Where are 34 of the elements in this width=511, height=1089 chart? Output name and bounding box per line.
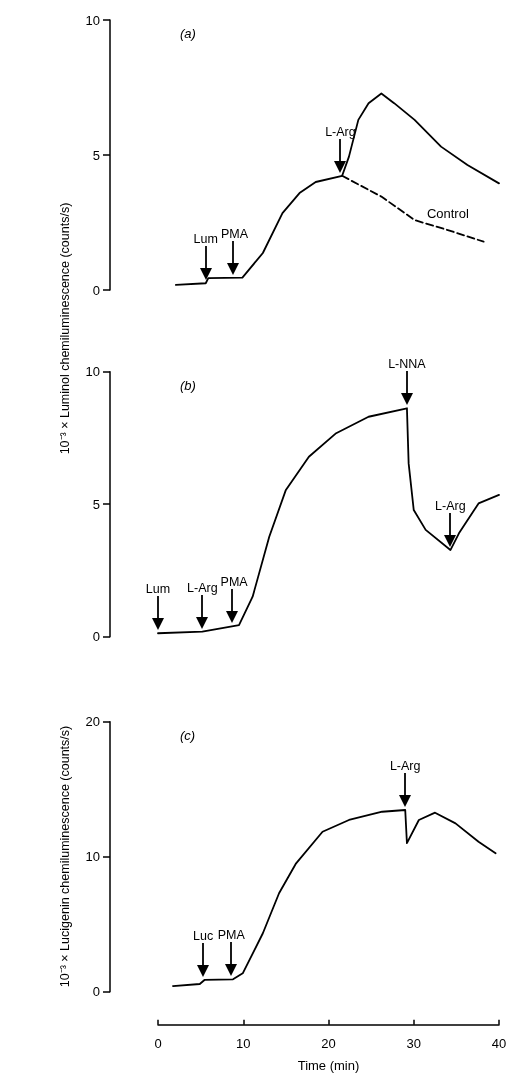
y-tick-label: 0 (92, 282, 100, 298)
series-label: Control (426, 206, 469, 222)
text: (c) (180, 727, 196, 743)
annotation: Lum (193, 232, 218, 247)
text: (a) (180, 26, 196, 41)
y-axis-title: 10⁻³ × Lucigenin chemiluminescence (counts/s) (56, 725, 72, 990)
y-axis-title: 10⁻³ × Luminol chemiluminescence (counts/s) (56, 201, 72, 457)
annotation: L-Arg (435, 499, 466, 514)
line-series (175, 92, 500, 286)
x-tick-label: 40 (491, 1035, 507, 1051)
x-tick-label: 10 (236, 1035, 251, 1051)
y-tick-label: 0 (92, 984, 100, 1000)
y-tick-label: 20 (85, 714, 100, 730)
line-series (341, 174, 485, 243)
annotation: Luc (193, 928, 214, 943)
y-tick-label: 10 (85, 364, 100, 380)
y-tick-label: 10 (85, 849, 100, 865)
x-tick-label: 0 (154, 1035, 162, 1051)
text: (b) (180, 377, 196, 393)
annotation: PMA (217, 928, 245, 943)
y-tick-label: 10 (85, 12, 100, 28)
x-tick-label: 30 (406, 1035, 421, 1051)
x-axis-title: Time (min) (297, 1057, 360, 1073)
annotation: L-Arg (389, 758, 421, 773)
y-tick-label: 5 (92, 147, 100, 163)
y-tick-label: 0 (92, 629, 100, 645)
annotation: PMA (220, 226, 248, 241)
annotation: PMA (220, 575, 248, 590)
x-tick-label: 20 (321, 1035, 336, 1051)
line-series (172, 809, 497, 987)
annotation: L-Arg (187, 580, 218, 595)
y-tick-label: 5 (92, 496, 100, 512)
annotation: L-NNA (388, 357, 426, 372)
annotation: Lum (145, 582, 171, 597)
